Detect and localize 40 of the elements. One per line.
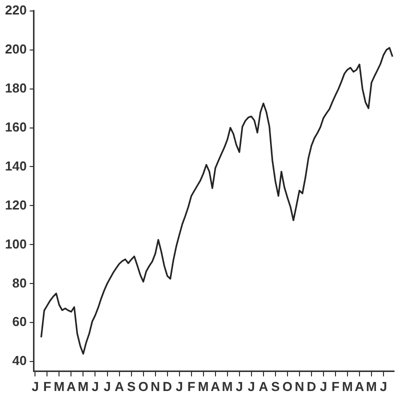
- x-tick-label: J: [32, 378, 39, 394]
- x-tick-label: N: [294, 378, 304, 394]
- x-tick-label: M: [342, 378, 353, 394]
- x-tick-label: M: [222, 378, 233, 394]
- x-tick-label: O: [282, 378, 292, 394]
- y-tick-label: 80: [12, 275, 27, 290]
- x-tick-label: M: [78, 378, 89, 394]
- x-tick-label: J: [248, 378, 255, 394]
- x-tick-label: A: [258, 378, 269, 394]
- x-tick-label: A: [114, 378, 125, 394]
- x-tick-label: N: [150, 378, 160, 394]
- x-tick-label: S: [126, 378, 136, 394]
- y-tick-label: 220: [4, 2, 27, 18]
- x-tick-label: O: [138, 378, 148, 394]
- x-tick-label: D: [306, 378, 316, 394]
- x-tick-label: J: [176, 378, 183, 394]
- x-tick-label: A: [354, 378, 365, 394]
- x-tick-label: J: [236, 378, 243, 394]
- x-tick-label: J: [104, 378, 111, 394]
- x-tick-label: S: [271, 378, 280, 394]
- x-tick-label: J: [92, 378, 99, 394]
- y-tick-label: 200: [4, 41, 27, 56]
- x-tick-label: F: [331, 378, 340, 394]
- x-tick-label: J: [320, 378, 328, 394]
- y-tick-label: 140: [4, 158, 27, 174]
- y-tick-label: 180: [4, 80, 27, 96]
- x-tick-label: D: [162, 378, 172, 394]
- y-tick-label: 40: [12, 353, 27, 368]
- x-tick-label: A: [66, 378, 77, 394]
- x-tick-label: A: [210, 378, 221, 394]
- x-tick-label: J: [380, 378, 388, 394]
- y-tick-label: 120: [4, 197, 27, 212]
- x-tick-label: M: [366, 378, 377, 394]
- y-tick-label: 160: [4, 119, 27, 134]
- y-tick-label: 60: [12, 314, 27, 330]
- x-tick-label: F: [187, 378, 196, 394]
- x-tick-label: F: [43, 378, 52, 394]
- y-tick-label: 100: [4, 236, 27, 252]
- x-tick-label: M: [198, 378, 209, 394]
- x-tick-label: M: [54, 378, 65, 394]
